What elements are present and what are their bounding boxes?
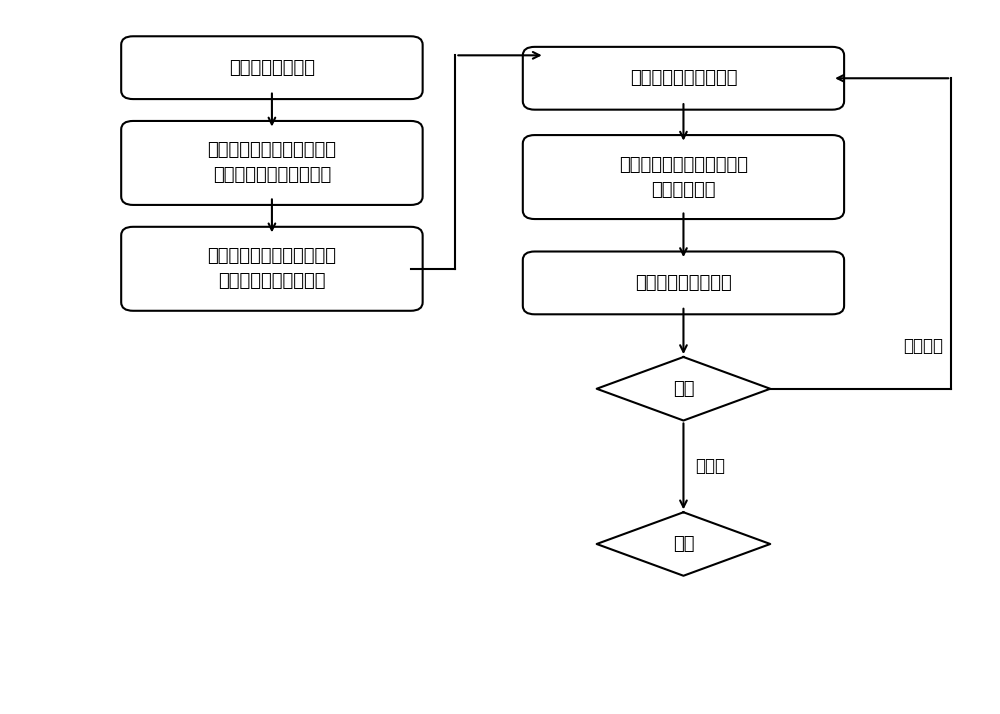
Text: 非零振荡: 非零振荡 [903,338,943,356]
FancyBboxPatch shape [121,227,423,311]
Text: 测试并分析振荡状态: 测试并分析振荡状态 [635,274,732,292]
FancyBboxPatch shape [523,135,844,219]
Text: 开启振荡调控模块: 开启振荡调控模块 [229,59,315,76]
Text: 选择振荡调控模块元件: 选择振荡调控模块元件 [630,69,737,87]
FancyBboxPatch shape [121,121,423,205]
Polygon shape [597,512,770,575]
Text: 零振荡: 零振荡 [695,458,725,476]
Text: 测定高低温温度比、管道内
径及温度梯度所在的位置: 测定高低温温度比、管道内 径及温度梯度所在的位置 [207,141,336,184]
Text: 确定调控元件的位置，及调
控元件的内径: 确定调控元件的位置，及调 控元件的内径 [619,156,748,198]
FancyBboxPatch shape [523,251,844,314]
FancyBboxPatch shape [121,36,423,99]
Polygon shape [597,357,770,421]
FancyBboxPatch shape [523,47,844,110]
Text: 比较: 比较 [673,380,694,398]
Text: 结束: 结束 [673,535,694,553]
Text: 测定并记录低温管道系统内
的平均压力及压力振荡: 测定并记录低温管道系统内 的平均压力及压力振荡 [207,247,336,291]
